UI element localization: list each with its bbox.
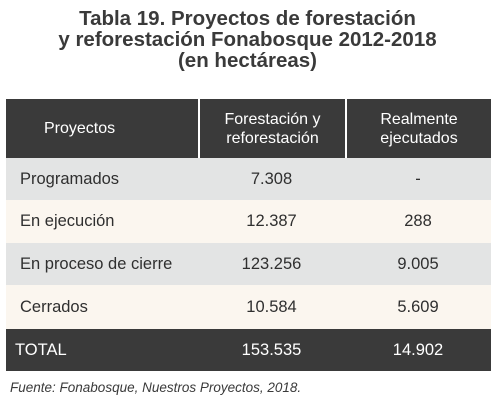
row-forestacion-value: 12.387 [246,212,297,230]
total-label: TOTAL [15,340,67,359]
table-total-row: TOTAL 153.535 14.902 [6,329,491,371]
row-label: Cerrados [20,297,88,316]
title-line-2: y reforestación Fonabosque 2012-2018 [58,28,437,51]
source-footnote: Fuente: Fonabosque, Nuestros Proyectos, … [10,380,302,395]
header-forestacion-line1: Forestación y [224,110,321,128]
total-forestacion-value: 153.535 [241,340,302,359]
table-row: En proceso de cierre 123.256 9.005 [6,243,491,285]
table-row: Programados 7.308 - [6,158,491,200]
table-title: Tabla 19. Proyectos de forestación y ref… [0,8,495,71]
row-forestacion-value: 10.584 [246,297,297,316]
row-ejecutados-value: 9.005 [397,254,439,273]
row-label: Programados [20,169,120,188]
total-ejecutados-value: 14.902 [392,340,444,359]
row-forestacion-value: 7.308 [250,169,293,188]
header-forestacion-line2: reforestación [226,129,319,147]
row-ejecutados-value: 288 [404,212,432,230]
row-label: En ejecución [20,212,115,230]
table-header-row: Proyectos Forestación y reforestación Re… [6,99,491,158]
header-forestacion: Forestación y reforestación [198,99,345,158]
table-row: Cerrados 10.584 5.609 [6,285,491,329]
header-proyectos: Proyectos [6,99,198,158]
table-row: En ejecución 12.387 288 [6,200,491,243]
title-line-1: Tabla 19. Proyectos de forestación [79,7,416,30]
header-ejecutados-line2: ejecutados [380,129,458,147]
row-ejecutados-value: - [415,169,421,188]
projects-table: Proyectos Forestación y reforestación Re… [6,99,491,371]
header-ejecutados: Realmente ejecutados [345,99,491,158]
row-ejecutados-value: 5.609 [397,297,439,316]
row-forestacion-value: 123.256 [241,254,302,273]
header-ejecutados-line1: Realmente [380,110,458,128]
row-label: En proceso de cierre [20,254,173,273]
title-line-3: (en hectáreas) [177,49,317,72]
header-proyectos-label: Proyectos [44,119,116,137]
